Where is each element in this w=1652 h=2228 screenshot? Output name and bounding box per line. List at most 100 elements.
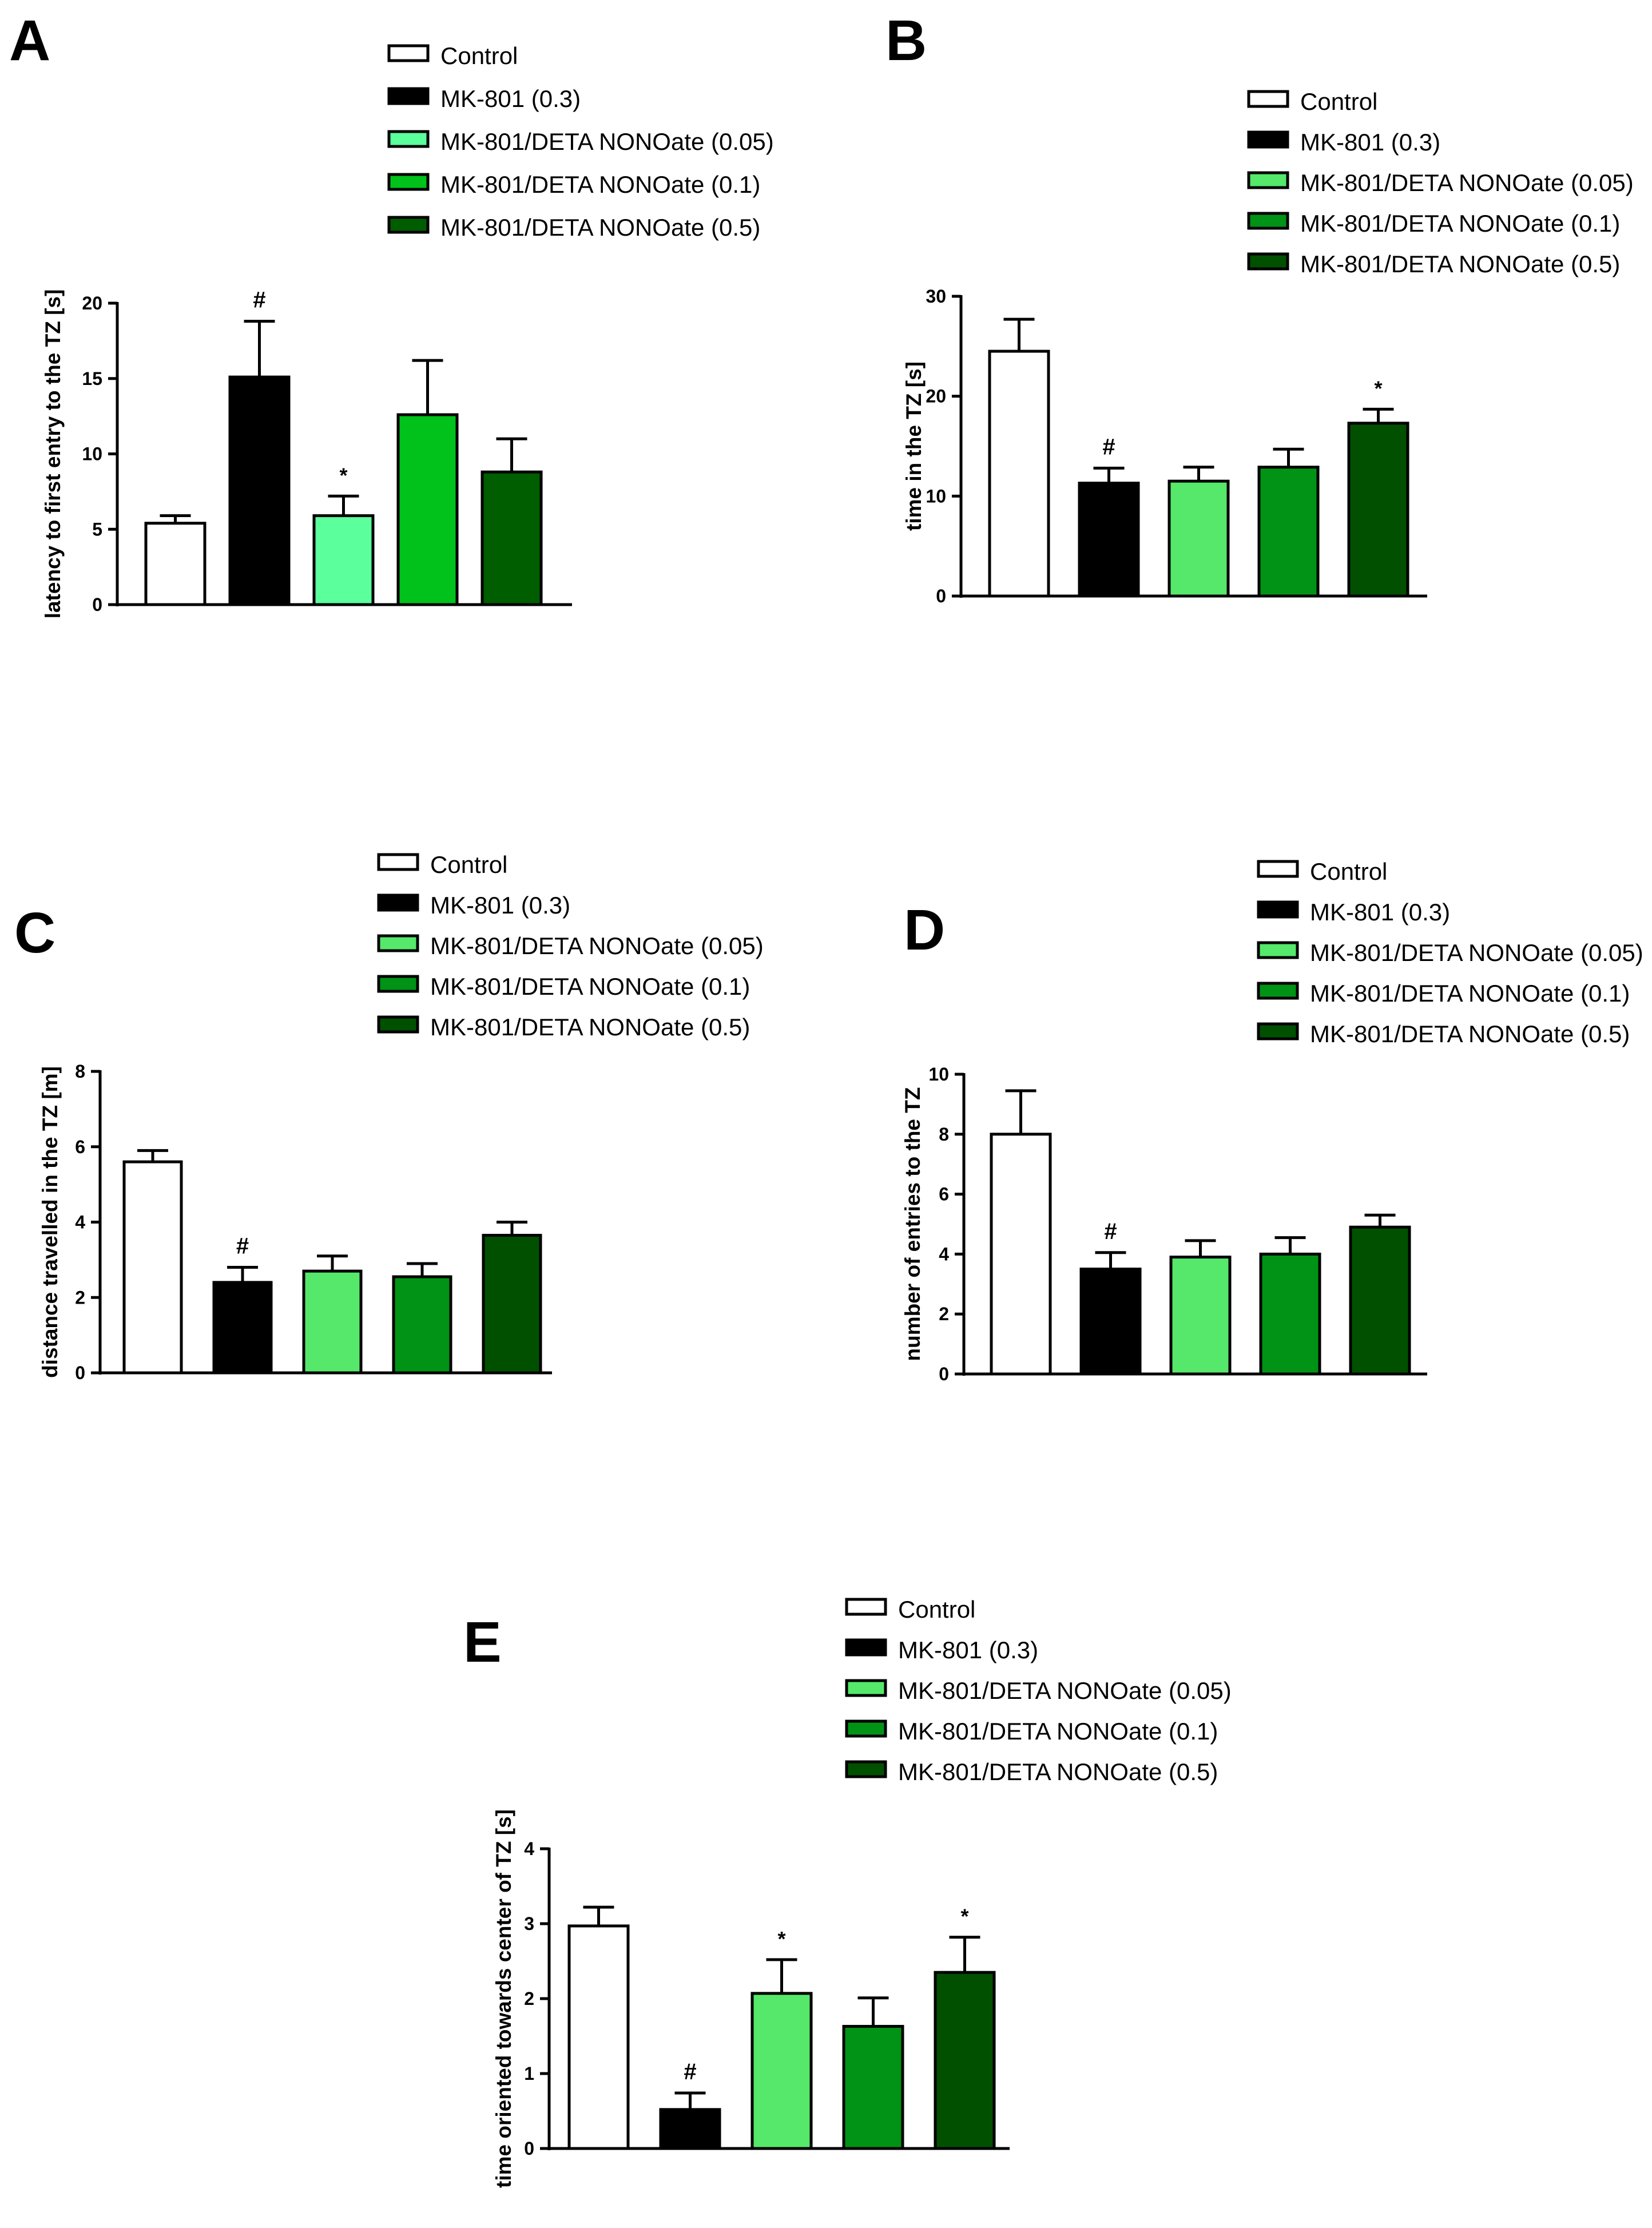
bar: [392, 1275, 452, 1375]
legend-label: MK-801 (0.3): [898, 1637, 1038, 1663]
bar: [1169, 1256, 1232, 1376]
y-tick-label: 20: [82, 293, 102, 313]
bar: [1259, 1252, 1321, 1376]
bar: [1349, 1225, 1411, 1376]
y-tick-label: 0: [936, 586, 946, 606]
y-tick-label: 0: [75, 1363, 85, 1383]
legend-swatch: [377, 893, 419, 912]
legend-label: Control: [1310, 858, 1387, 885]
legend-swatch: [1247, 171, 1289, 189]
bar: [1078, 482, 1140, 598]
bar: [212, 1281, 273, 1375]
figure-panels: A Control MK-801 (0.3) MK-801/DETA NONOate …: [9, 9, 1643, 2188]
bar: [122, 1160, 183, 1375]
legend-swatch: [377, 975, 419, 993]
y-tick-label: 4: [524, 1838, 534, 1859]
legend-swatch: [845, 1638, 887, 1657]
panel-c: C Control MK-801 (0.3) MK-801/DETA NONOate …: [14, 851, 764, 1383]
y-tick-label: 10: [928, 1064, 949, 1085]
legend-label: MK-801/DETA NONOate (0.05): [1310, 939, 1643, 966]
legend-label: MK-801/DETA NONOate (0.1): [1300, 210, 1620, 237]
legend-label: MK-801 (0.3): [430, 892, 570, 919]
legend-swatch: [387, 87, 430, 105]
y-tick-label: 2: [524, 1988, 534, 2009]
y-tick-label: 4: [75, 1212, 85, 1233]
legend-swatch: [377, 1015, 419, 1034]
panel-a: A Control MK-801 (0.3) MK-801/DETA NONOate …: [9, 9, 774, 618]
legend-label: MK-801 (0.3): [1300, 129, 1440, 156]
bar: [1079, 1268, 1142, 1376]
legend: Control MK-801 (0.3) MK-801/DETA NONOate (…: [1257, 858, 1643, 1047]
bar: [302, 1269, 363, 1375]
bar: [990, 1133, 1052, 1376]
bar: [842, 2024, 904, 2150]
bar: [1167, 479, 1230, 598]
legend-swatch: [1247, 252, 1289, 271]
legend-swatch: [1257, 900, 1299, 919]
legend-label: MK-801/DETA NONOate (0.1): [1310, 980, 1630, 1007]
legend-swatch: [845, 1719, 887, 1738]
legend-label: MK-801/DETA NONOate (0.05): [430, 932, 764, 959]
significance-marker: *: [960, 1905, 968, 1928]
legend-label: MK-801/DETA NONOate (0.5): [1300, 251, 1620, 277]
y-tick-label: 2: [939, 1304, 949, 1324]
legend-label: Control: [898, 1596, 975, 1623]
bar: [312, 514, 375, 606]
legend-label: Control: [1300, 88, 1377, 115]
legend-label: MK-801/DETA NONOate (0.05): [898, 1677, 1232, 1704]
legend-label: Control: [430, 851, 507, 878]
significance-marker: #: [684, 2059, 696, 2084]
y-axis-label: latency to first entry to the TZ [s]: [41, 289, 65, 619]
panel-letter: E: [463, 1610, 502, 1674]
bar: [144, 522, 206, 606]
significance-marker: *: [1374, 376, 1382, 400]
legend-swatch: [845, 1598, 887, 1616]
legend-swatch: [1257, 941, 1299, 959]
bar: [480, 470, 543, 606]
y-tick-label: 30: [926, 286, 946, 307]
legend-label: MK-801/DETA NONOate (0.5): [898, 1758, 1218, 1785]
panel-letter: A: [9, 9, 50, 73]
panel-letter: D: [904, 898, 945, 962]
legend-swatch: [845, 1760, 887, 1778]
y-tick-label: 3: [524, 1913, 534, 1934]
y-tick-label: 15: [82, 368, 102, 389]
y-tick-label: 1: [524, 2063, 534, 2084]
panel-b: B Control MK-801 (0.3) MK-801/DETA NONOate …: [885, 9, 1634, 606]
bar: [228, 375, 291, 606]
y-tick-label: 6: [75, 1137, 85, 1157]
bar: [750, 1992, 813, 2150]
y-tick-label: 6: [939, 1184, 949, 1205]
legend-swatch: [377, 934, 419, 952]
bar: [482, 1234, 542, 1375]
y-axis-label: time in the TZ [s]: [902, 362, 926, 531]
bar: [567, 1924, 630, 2150]
significance-marker: #: [236, 1234, 249, 1259]
bar: [988, 350, 1050, 598]
legend-swatch: [1257, 860, 1299, 878]
legend-label: MK-801 (0.3): [1310, 899, 1450, 926]
bar: [1347, 422, 1409, 598]
y-tick-label: 4: [939, 1244, 949, 1264]
y-tick-label: 8: [75, 1061, 85, 1082]
legend: Control MK-801 (0.3) MK-801/DETA NONOate (…: [1247, 88, 1634, 277]
legend-swatch: [1257, 1022, 1299, 1040]
bar: [1257, 466, 1320, 598]
y-tick-label: 8: [939, 1124, 949, 1145]
panel-letter: B: [885, 9, 927, 73]
y-tick-label: 10: [82, 444, 102, 464]
y-tick-label: 0: [92, 594, 102, 615]
legend-swatch: [1257, 982, 1299, 1000]
bar: [659, 2108, 721, 2150]
legend: Control MK-801 (0.3) MK-801/DETA NONOate (…: [845, 1596, 1232, 1785]
y-tick-label: 0: [524, 2138, 534, 2159]
y-axis-label: distance travelled in the TZ [m]: [38, 1066, 62, 1378]
legend-label: MK-801/DETA NONOate (0.1): [440, 171, 760, 198]
legend-swatch: [1247, 212, 1289, 230]
legend-swatch: [387, 44, 430, 62]
legend-label: MK-801/DETA NONOate (0.5): [440, 214, 760, 241]
legend-swatch: [377, 853, 419, 871]
y-tick-label: 5: [92, 519, 102, 539]
legend-swatch: [1247, 130, 1289, 149]
